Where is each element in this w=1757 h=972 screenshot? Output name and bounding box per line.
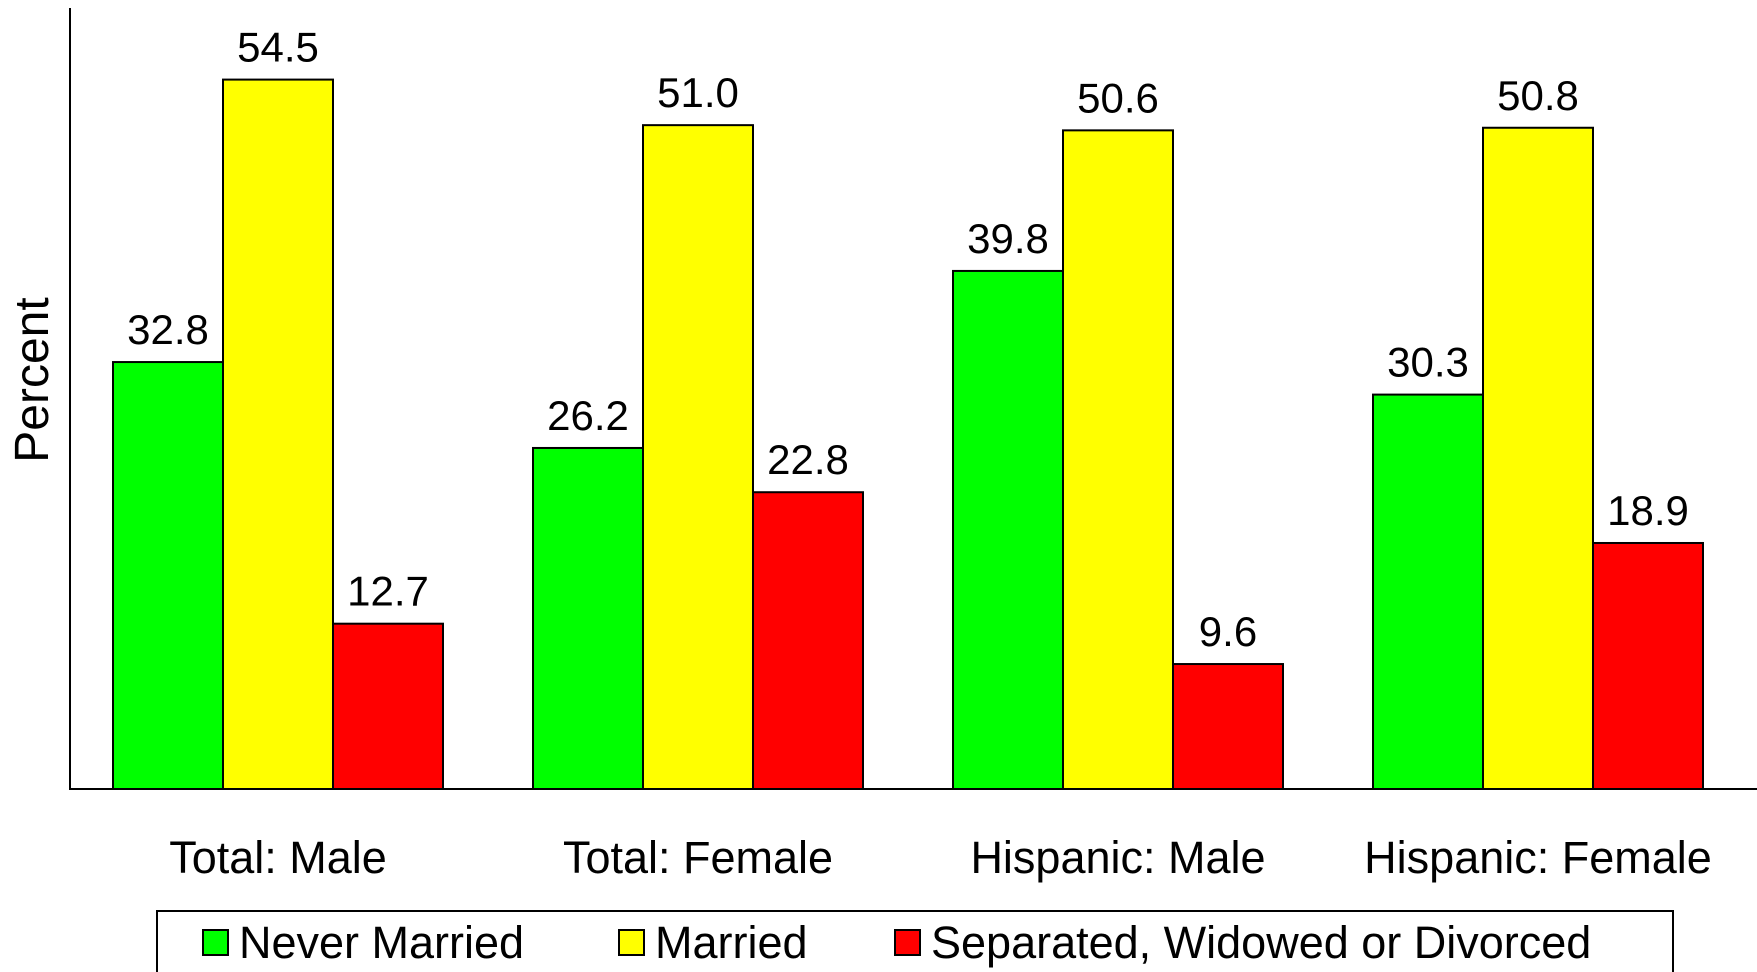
legend-label-never-married: Never Married xyxy=(239,917,524,968)
legend: Never Married Married Separated, Widowed o… xyxy=(156,910,1674,972)
value-label-separated-widowed-or-divorced-hispanic-female: 18.9 xyxy=(1607,487,1689,534)
bar-never-married-total-female xyxy=(532,446,644,790)
x-tick-label-total-male: Total: Male xyxy=(169,832,387,883)
bar-separated-widowed-or-divorced-hispanic-female xyxy=(1592,541,1704,790)
value-label-never-married-total-male: 32.8 xyxy=(127,306,209,353)
bar-married-total-male xyxy=(222,78,334,790)
y-axis-title: Percent xyxy=(6,297,59,462)
legend-swatch-separated-widowed-or-divorced xyxy=(894,929,921,956)
value-label-separated-widowed-or-divorced-hispanic-male: 9.6 xyxy=(1199,608,1257,655)
legend-swatch-married xyxy=(618,929,645,956)
value-label-separated-widowed-or-divorced-total-male: 12.7 xyxy=(347,568,429,615)
value-label-married-total-male: 54.5 xyxy=(237,24,319,71)
category-labels-layer: Total: Male Total: Female Hispanic: Male Hi… xyxy=(169,832,1712,883)
bar-married-total-female xyxy=(642,124,754,790)
bar-never-married-hispanic-male xyxy=(952,269,1064,791)
bar-married-hispanic-male xyxy=(1062,129,1174,790)
value-labels-layer: 32.8 54.5 12.7 26.2 51.0 22.8 39.8 50.6 9.6 30.3 5… xyxy=(127,24,1689,655)
bar-married-hispanic-female xyxy=(1482,126,1594,790)
value-label-separated-widowed-or-divorced-total-female: 22.8 xyxy=(767,436,849,483)
x-tick-label-total-female: Total: Female xyxy=(563,832,833,883)
value-label-never-married-total-female: 26.2 xyxy=(547,392,629,439)
bar-separated-widowed-or-divorced-total-female xyxy=(752,491,864,790)
bar-never-married-total-male xyxy=(112,361,224,790)
value-label-married-hispanic-female: 50.8 xyxy=(1497,72,1579,119)
bars-layer xyxy=(112,78,1704,791)
value-label-never-married-hispanic-female: 30.3 xyxy=(1387,339,1469,386)
legend-items: Never Married Married Separated, Widowed o… xyxy=(202,917,1591,968)
value-label-never-married-hispanic-male: 39.8 xyxy=(967,215,1049,262)
legend-swatch-never-married xyxy=(202,929,229,956)
x-tick-label-hispanic-male: Hispanic: Male xyxy=(970,832,1265,883)
value-label-married-total-female: 51.0 xyxy=(657,69,739,116)
value-label-married-hispanic-male: 50.6 xyxy=(1077,74,1159,121)
legend-label-separated-widowed-or-divorced: Separated, Widowed or Divorced xyxy=(931,917,1591,968)
bar-separated-widowed-or-divorced-total-male xyxy=(332,622,444,791)
bar-never-married-hispanic-female xyxy=(1372,393,1484,790)
x-tick-label-hispanic-female: Hispanic: Female xyxy=(1364,832,1712,883)
legend-label-married: Married xyxy=(655,917,808,968)
bar-separated-widowed-or-divorced-hispanic-male xyxy=(1172,663,1284,790)
